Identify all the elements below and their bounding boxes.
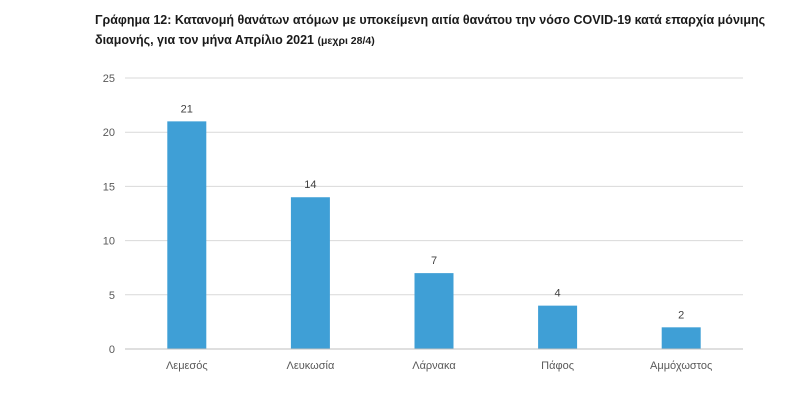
y-axis-ticks: 0 5 10 15 20 25 <box>103 73 115 356</box>
data-labels: 21 14 7 4 2 <box>181 103 685 321</box>
chart-title-main: Γράφημα 12: Κατανομή θανάτων ατόμων με υ… <box>95 13 766 47</box>
y-tick-label: 20 <box>103 127 115 139</box>
y-tick-label: 25 <box>103 73 115 85</box>
y-tick-label: 15 <box>103 181 115 193</box>
y-tick-label: 5 <box>109 290 115 302</box>
y-tick-label: 0 <box>109 344 115 356</box>
y-tick-label: 10 <box>103 236 115 248</box>
data-label: 21 <box>181 103 193 115</box>
x-tick-label: Λάρνακα <box>412 360 456 372</box>
x-tick-label: Λεμεσός <box>166 360 208 372</box>
bar <box>167 121 207 349</box>
data-label: 7 <box>431 255 437 267</box>
chart-title: Γράφημα 12: Κατανομή θανάτων ατόμων με υ… <box>95 10 785 51</box>
x-tick-label: Λευκωσία <box>286 360 334 372</box>
data-label: 14 <box>304 179 316 191</box>
data-label: 4 <box>555 288 561 300</box>
x-tick-label: Αμμόχωστος <box>650 360 712 372</box>
bars <box>167 121 701 349</box>
x-axis-ticks: Λεμεσός Λευκωσία Λάρνακα Πάφος Αμμόχωστος <box>125 348 743 372</box>
chart-title-note: (μεχρι 28/4) <box>317 35 375 47</box>
bar <box>538 305 578 349</box>
bar <box>414 273 454 349</box>
data-label: 2 <box>678 309 684 321</box>
bar <box>661 327 701 349</box>
bar <box>290 197 330 349</box>
x-tick-label: Πάφος <box>541 360 574 372</box>
